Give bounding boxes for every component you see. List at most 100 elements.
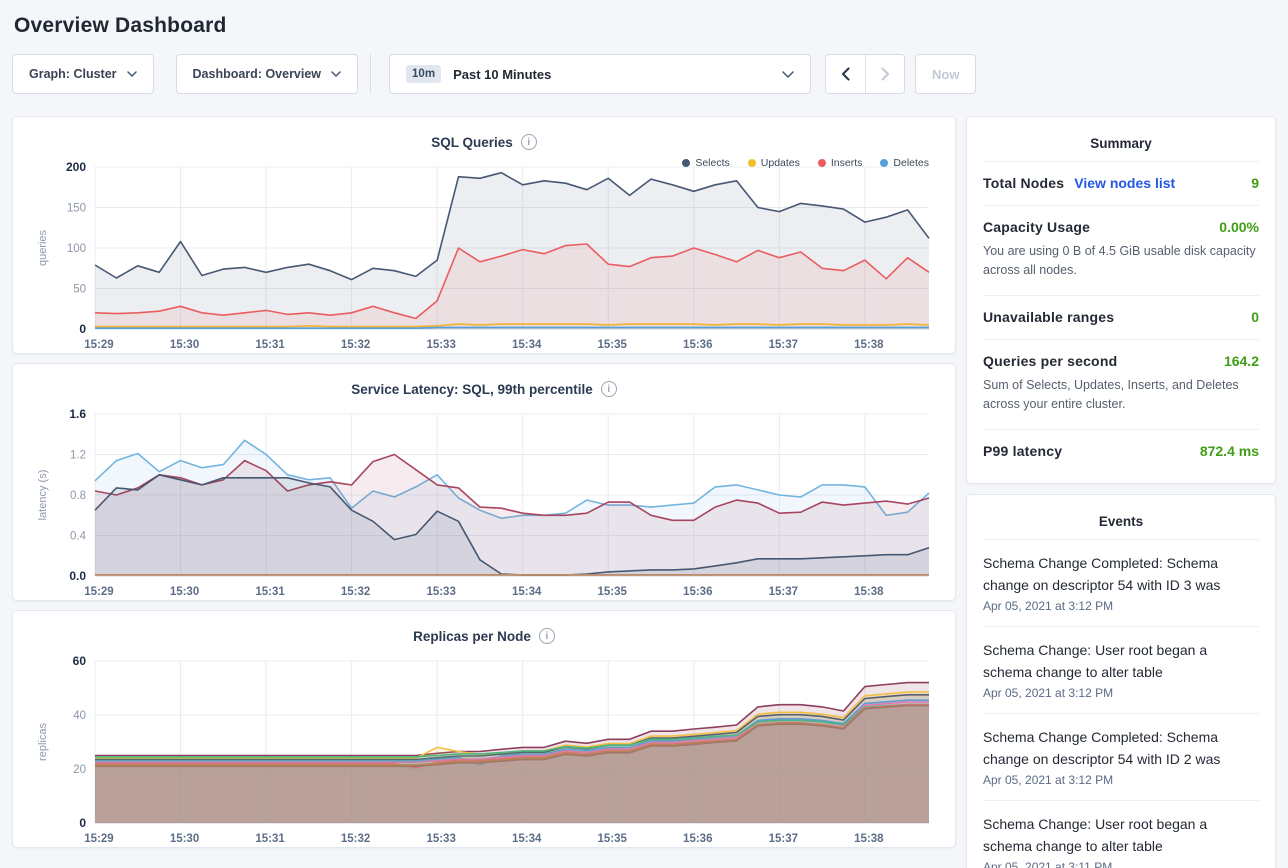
time-step-buttons (825, 54, 906, 94)
svg-text:200: 200 (66, 160, 86, 174)
toolbar: Graph: Cluster Dashboard: Overview 10m P… (12, 54, 1276, 94)
event-timestamp: Apr 05, 2021 at 3:12 PM (983, 598, 1114, 613)
svg-text:15:37: 15:37 (769, 339, 798, 351)
svg-text:60: 60 (73, 654, 87, 668)
svg-text:15:31: 15:31 (255, 339, 285, 351)
svg-text:1.6: 1.6 (69, 407, 86, 421)
now-button[interactable]: Now (915, 54, 977, 94)
chart-header: Replicas per Node i (33, 625, 935, 647)
event-item[interactable]: Schema Change Completed: Schema change o… (983, 538, 1259, 626)
svg-text:15:33: 15:33 (426, 586, 455, 598)
svg-text:15:29: 15:29 (84, 339, 113, 351)
legend-dot-icon (747, 159, 756, 167)
sql-queries-chart[interactable]: 0 50 100 150 200 15:29 15:30 15:31 15:32 15:33 15:… (33, 159, 935, 355)
svg-text:0.0: 0.0 (69, 569, 86, 583)
info-icon[interactable]: i (600, 381, 617, 397)
chart-title: SQL Queries (431, 134, 513, 150)
summary-subtext: You are using 0 B of 4.5 GiB usable disk… (983, 244, 1256, 278)
chevron-down-icon (126, 71, 137, 77)
svg-text:15:37: 15:37 (769, 833, 798, 845)
svg-text:15:29: 15:29 (84, 586, 113, 598)
svg-text:15:34: 15:34 (512, 339, 542, 351)
time-range-badge: 10m (406, 65, 442, 83)
event-text: Schema Change Completed: Schema change o… (983, 554, 1221, 593)
summary-panel: Summary Total Nodes View nodes list 9 Ca… (966, 116, 1276, 484)
svg-text:15:38: 15:38 (854, 586, 884, 598)
chart-title: Replicas per Node (413, 628, 531, 644)
svg-text:15:33: 15:33 (426, 833, 455, 845)
service-latency-chart-panel: Service Latency: SQL, 99th percentile i … (12, 363, 956, 601)
event-timestamp: Apr 05, 2021 at 3:11 PM (983, 860, 1113, 868)
legend-item: Updates (747, 157, 800, 169)
event-text: Schema Change: User root began a schema … (983, 816, 1208, 855)
summary-label: Capacity Usage (983, 219, 1091, 235)
svg-text:15:36: 15:36 (683, 339, 712, 351)
chart-header: Service Latency: SQL, 99th percentile i (33, 378, 935, 400)
summary-row-total-nodes: Total Nodes View nodes list 9 (983, 161, 1259, 205)
replicas-per-node-chart[interactable]: 0 20 40 60 15:29 15:30 15:31 15:32 15:33 15:34 15:… (33, 653, 935, 849)
chevron-left-icon (841, 67, 850, 81)
sidebar: Summary Total Nodes View nodes list 9 Ca… (966, 116, 1276, 868)
summary-row-queries-per-second: Queries per second 164.2 Sum of Selects,… (983, 338, 1259, 429)
chart-header: SQL Queries i (33, 131, 935, 153)
svg-text:40: 40 (73, 710, 86, 722)
event-item[interactable]: Schema Change: User root began a schema … (983, 625, 1259, 713)
summary-row-unavailable-ranges: Unavailable ranges 0 (983, 294, 1259, 339)
svg-text:15:31: 15:31 (255, 833, 285, 845)
dashboard-dropdown[interactable]: Dashboard: Overview (175, 54, 359, 94)
summary-label: Queries per second (983, 352, 1118, 369)
summary-value: 9 (1251, 175, 1259, 191)
page-title: Overview Dashboard (14, 14, 227, 37)
summary-row-p99-latency: P99 latency 872.4 ms (983, 428, 1259, 473)
svg-text:15:35: 15:35 (598, 833, 628, 845)
next-time-button[interactable] (865, 55, 905, 93)
sql-queries-chart-panel: SQL Queries i Selects Updates Inserts Delet… (12, 116, 956, 354)
view-nodes-list-link[interactable]: View nodes list (1074, 175, 1176, 191)
event-item[interactable]: Schema Change Completed: Schema change o… (983, 712, 1259, 800)
svg-text:0.8: 0.8 (70, 490, 86, 502)
svg-text:15:30: 15:30 (170, 833, 199, 845)
info-icon[interactable]: i (520, 134, 537, 150)
svg-text:15:35: 15:35 (598, 586, 628, 598)
svg-text:50: 50 (73, 284, 86, 296)
legend-item: Deletes (880, 157, 929, 169)
svg-text:0: 0 (79, 322, 86, 336)
service-latency-chart[interactable]: 0.0 0.4 0.8 1.2 1.6 15:29 15:30 15:31 15:32 15:33… (33, 406, 935, 602)
graph-dropdown-label: Graph: Cluster (29, 67, 117, 81)
svg-text:0: 0 (79, 816, 86, 830)
info-icon[interactable]: i (538, 628, 555, 644)
svg-text:15:29: 15:29 (84, 833, 113, 845)
summary-value: 164.2 (1223, 352, 1259, 369)
chevron-down-icon (331, 71, 341, 77)
summary-label: P99 latency (983, 442, 1063, 459)
svg-text:15:33: 15:33 (426, 339, 455, 351)
svg-text:15:38: 15:38 (854, 833, 884, 845)
events-title: Events (1098, 513, 1144, 529)
svg-text:15:37: 15:37 (769, 586, 798, 598)
chart-legend: Selects Updates Inserts Deletes (682, 157, 929, 169)
svg-text:0.4: 0.4 (70, 531, 87, 543)
svg-text:15:35: 15:35 (598, 339, 628, 351)
toolbar-divider (370, 54, 372, 94)
graph-dropdown[interactable]: Graph: Cluster (12, 54, 154, 94)
svg-text:15:32: 15:32 (341, 586, 370, 598)
summary-value: 0 (1251, 308, 1259, 325)
time-range-picker[interactable]: 10m Past 10 Minutes (389, 54, 812, 94)
event-item[interactable]: Schema Change: User root began a schema … (983, 800, 1259, 868)
svg-text:15:38: 15:38 (854, 339, 884, 351)
svg-text:100: 100 (67, 243, 86, 255)
svg-text:15:32: 15:32 (341, 833, 370, 845)
summary-subtext: Sum of Selects, Updates, Inserts, and De… (983, 377, 1239, 412)
legend-dot-icon (880, 159, 889, 167)
previous-time-button[interactable] (826, 55, 866, 93)
legend-dot-icon (682, 159, 691, 167)
svg-text:15:34: 15:34 (512, 833, 542, 845)
event-text: Schema Change: User root began a schema … (983, 641, 1208, 680)
charts-column: SQL Queries i Selects Updates Inserts Delet… (12, 116, 956, 848)
svg-text:15:36: 15:36 (683, 586, 712, 598)
dashboard-dropdown-label: Dashboard: Overview (192, 67, 322, 81)
summary-row-capacity-usage: Capacity Usage 0.00% You are using 0 B o… (983, 205, 1259, 295)
legend-item: Inserts (817, 157, 862, 169)
summary-value: 872.4 ms (1199, 442, 1259, 459)
